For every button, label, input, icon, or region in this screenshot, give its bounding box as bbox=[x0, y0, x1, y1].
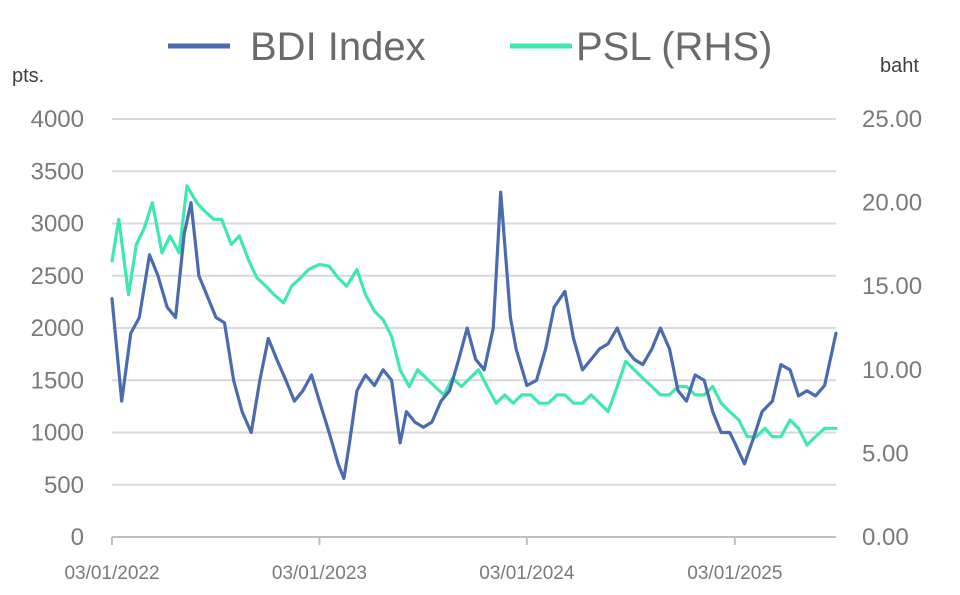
left-tick-1500: 1500 bbox=[31, 367, 84, 394]
legend-label-bdi: BDI Index bbox=[250, 25, 426, 69]
right-axis-ticks: 25.00 20.00 15.00 10.00 5.00 0.00 bbox=[862, 106, 922, 551]
series-line-psl bbox=[110, 184, 838, 447]
left-tick-3000: 3000 bbox=[31, 211, 84, 238]
right-axis-unit-label: baht bbox=[880, 55, 919, 77]
right-tick-5.00: 5.00 bbox=[862, 440, 909, 467]
right-tick-25.00: 25.00 bbox=[862, 106, 922, 133]
left-tick-2500: 2500 bbox=[31, 263, 84, 290]
left-tick-4000: 4000 bbox=[31, 106, 84, 133]
right-tick-20.00: 20.00 bbox=[862, 190, 922, 217]
x-tick-03/01/2025: 03/01/2025 bbox=[687, 563, 782, 584]
left-axis-ticks: 4000 3500 3000 2500 2000 1500 1000 500 0 bbox=[31, 106, 84, 551]
x-tick-03/01/2022: 03/01/2022 bbox=[64, 563, 159, 584]
left-tick-1000: 1000 bbox=[31, 420, 84, 447]
right-tick-10.00: 10.00 bbox=[862, 357, 922, 384]
x-tick-03/01/2024: 03/01/2024 bbox=[479, 563, 575, 584]
left-axis-unit-label: pts. bbox=[12, 65, 44, 87]
left-tick-2000: 2000 bbox=[31, 315, 84, 342]
legend-label-psl: PSL (RHS) bbox=[576, 25, 772, 69]
series-lines bbox=[110, 184, 838, 481]
gridlines bbox=[112, 118, 836, 538]
right-tick-0.00: 0.00 bbox=[862, 524, 909, 551]
x-tick-03/01/2023: 03/01/2023 bbox=[272, 563, 367, 584]
left-tick-3500: 3500 bbox=[31, 158, 84, 185]
right-tick-15.00: 15.00 bbox=[862, 273, 922, 300]
x-axis-ticks: 03/01/2022 03/01/2023 03/01/2024 03/01/2025 bbox=[64, 537, 782, 584]
legend: BDI Index PSL (RHS) bbox=[168, 25, 772, 69]
left-tick-0: 0 bbox=[71, 524, 84, 551]
left-tick-500: 500 bbox=[44, 472, 84, 499]
series-line-bdi bbox=[110, 190, 838, 481]
